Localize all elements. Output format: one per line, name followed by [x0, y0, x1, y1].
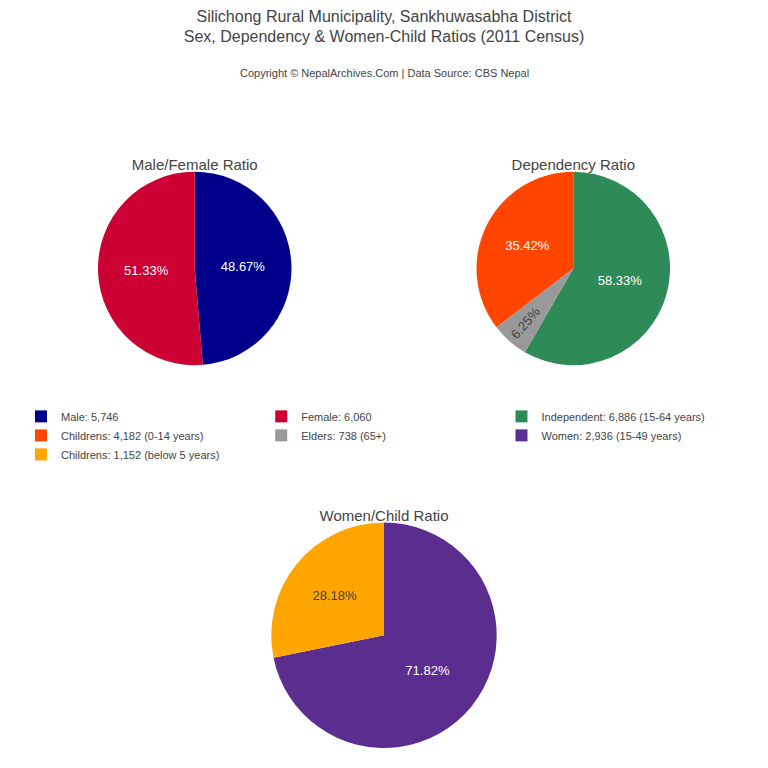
svg-text:Women: 2,936 (15-49 years): Women: 2,936 (15-49 years)	[541, 430, 681, 442]
svg-text:Childrens: 4,182 (0-14 years): Childrens: 4,182 (0-14 years)	[61, 430, 203, 442]
svg-text:6.25%: 6.25%	[508, 304, 544, 342]
svg-text:Dependency Ratio: Dependency Ratio	[512, 156, 635, 173]
svg-text:Copyright © NepalArchives.Com: Copyright © NepalArchives.Com | Data Sou…	[240, 67, 529, 79]
svg-text:Silichong Rural Municipality,: Silichong Rural Municipality, Sankhuwasa…	[184, 8, 585, 46]
svg-text:Childrens: 1,152 (below 5 year: Childrens: 1,152 (below 5 years)	[61, 449, 219, 461]
svg-text:Male: 5,746: Male: 5,746	[61, 411, 118, 423]
svg-text:48.67%: 48.67%	[221, 259, 266, 274]
svg-text:58.33%: 58.33%	[598, 273, 643, 288]
svg-text:51.33%: 51.33%	[124, 263, 169, 278]
svg-text:Male/Female Ratio: Male/Female Ratio	[132, 156, 258, 173]
svg-text:71.82%: 71.82%	[405, 663, 450, 678]
svg-text:Women/Child Ratio: Women/Child Ratio	[320, 507, 449, 524]
svg-text:Elders: 738 (65+): Elders: 738 (65+)	[301, 430, 386, 442]
svg-text:35.42%: 35.42%	[505, 238, 550, 253]
svg-text:Independent: 6,886 (15-64 year: Independent: 6,886 (15-64 years)	[541, 411, 704, 423]
svg-text:Female: 6,060: Female: 6,060	[301, 411, 371, 423]
svg-text:28.18%: 28.18%	[313, 588, 358, 603]
